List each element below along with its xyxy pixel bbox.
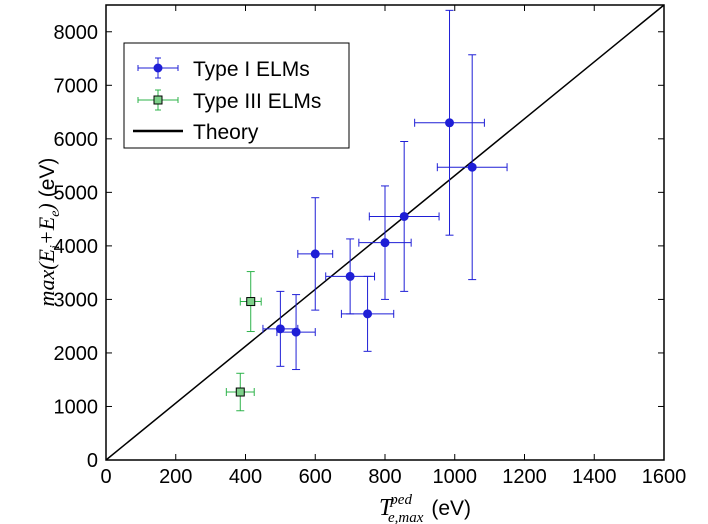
type1-point (380, 238, 390, 248)
x-label-superscript: ped (389, 492, 412, 508)
axis-tick-labels: 0 200 400 600 800 1000 1200 1400 1600 0 1000 2000 30… (54, 22, 687, 488)
y-label-plus: + (34, 230, 59, 245)
type1-point (363, 309, 373, 319)
type1-point (275, 324, 285, 334)
y-tick-label: 3000 (54, 289, 99, 311)
x-tick-label: 200 (159, 466, 192, 488)
x-tick-label: 1400 (572, 466, 617, 488)
x-tick-label: 0 (100, 466, 111, 488)
x-label-symbol: T (379, 495, 394, 521)
y-axis-label: max(Ei+Ee)(eV) (34, 158, 63, 307)
y-label-s2: e (48, 211, 63, 217)
x-tick-label: 400 (229, 466, 262, 488)
y-label-unit: (eV) (36, 158, 59, 198)
y-tick-label: 2000 (54, 343, 99, 365)
y-tick-label: 5000 (54, 182, 99, 204)
x-tick-label: 600 (299, 466, 332, 488)
y-tick-label: 4000 (54, 236, 99, 258)
x-label-unit: (eV) (431, 497, 471, 520)
y-label-close: ) (34, 203, 59, 212)
legend-marker-type3 (153, 95, 163, 105)
x-tick-label: 1200 (502, 466, 547, 488)
type1-point (345, 271, 355, 281)
legend-marker-type1 (153, 63, 163, 73)
x-tick-label: 800 (368, 466, 401, 488)
data-points (225, 9, 508, 412)
y-tick-label: 1000 (54, 396, 99, 418)
x-tick-label: 1600 (642, 466, 687, 488)
x-tick-label: 1000 (433, 466, 478, 488)
legend: Type I ELMs Type III ELMs Theory (123, 42, 350, 149)
type3-point (246, 297, 256, 307)
type1-point (399, 211, 409, 221)
y-label-e1: E (34, 248, 59, 263)
legend-label-type1: Type I ELMs (193, 58, 310, 81)
type1-point (310, 249, 320, 259)
type1-point (291, 327, 301, 337)
legend-label-type3: Type III ELMs (193, 90, 321, 113)
axis-ticks (105, 5, 665, 461)
type3-point (235, 387, 245, 397)
y-tick-label: 7000 (54, 75, 99, 97)
y-label-s1: i (48, 245, 63, 249)
type1-point (467, 162, 477, 172)
y-label-e2: E (34, 216, 59, 231)
legend-label-theory: Theory (193, 121, 259, 144)
y-tick-label: 6000 (54, 129, 99, 151)
x-label-subscript: e,max (388, 510, 424, 524)
y-tick-label: 8000 (54, 22, 99, 44)
x-axis-label: Tped e,max (eV) (379, 492, 471, 524)
y-label-prefix: max (34, 270, 59, 307)
y-label-open: ( (34, 261, 59, 270)
type1-point (445, 118, 455, 128)
y-tick-label: 0 (87, 450, 98, 472)
